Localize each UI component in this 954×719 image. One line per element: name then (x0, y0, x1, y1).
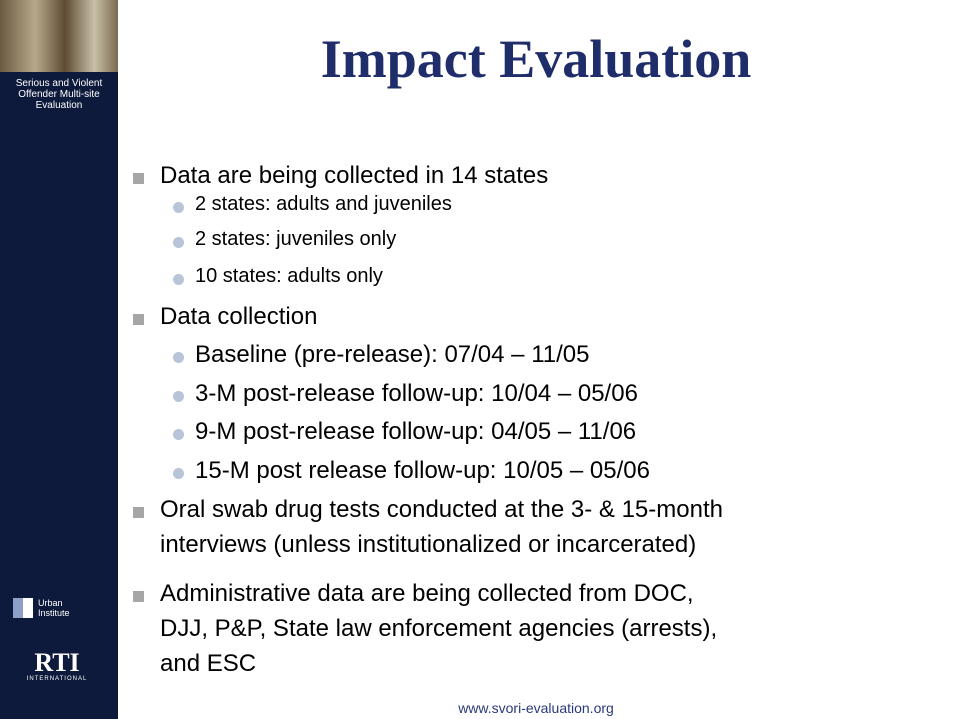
urban-logo-text: Urban Institute (38, 598, 70, 618)
logo-line: INTERNATIONAL (12, 676, 102, 682)
logo-line: RTI (12, 650, 102, 676)
bullet-text: and ESC (160, 650, 256, 678)
sub-bullet-text: 15-M post release follow-up: 10/05 – 05/… (195, 457, 650, 485)
bullet-text: Oral swab drug tests conducted at the 3-… (160, 496, 723, 524)
bullet-marker (133, 591, 144, 602)
sub-bullet-marker (173, 352, 184, 363)
sidebar: Serious and Violent Offender Multi-site … (0, 0, 118, 719)
urban-logo-icon (12, 597, 34, 619)
bullet-text: Data collection (160, 303, 317, 331)
sidebar-caption: Serious and Violent Offender Multi-site … (4, 78, 114, 111)
sub-bullet-marker (173, 202, 184, 213)
bullet-text: interviews (unless institutionalized or … (160, 531, 696, 559)
bullet-marker (133, 173, 144, 184)
bullet-marker (133, 314, 144, 325)
photo (0, 0, 118, 72)
sub-bullet-marker (173, 274, 184, 285)
sub-bullet-marker (173, 391, 184, 402)
bullet-text: Administrative data are being collected … (160, 580, 694, 608)
logo-line: Urban (38, 598, 70, 608)
rti-logo: RTI INTERNATIONAL (12, 650, 102, 682)
sub-bullet-text: 2 states: adults and juveniles (195, 193, 452, 216)
sub-bullet-marker (173, 468, 184, 479)
sub-bullet-marker (173, 237, 184, 248)
sub-bullet-text: 2 states: juveniles only (195, 228, 396, 251)
sub-bullet-marker (173, 429, 184, 440)
bullet-text: Data are being collected in 14 states (160, 162, 548, 190)
title: Impact Evaluation (118, 28, 954, 90)
bullet-marker (133, 507, 144, 518)
sub-bullet-text: 9-M post-release follow-up: 04/05 – 11/0… (195, 418, 636, 446)
slide: Serious and Violent Offender Multi-site … (0, 0, 954, 719)
bullet-text: DJJ, P&P, State law enforcement agencies… (160, 615, 717, 643)
sub-bullet-text: 3-M post-release follow-up: 10/04 – 05/0… (195, 380, 638, 408)
logo-line: Institute (38, 608, 70, 618)
sub-bullet-text: Baseline (pre-release): 07/04 – 11/05 (195, 341, 589, 369)
sub-bullet-text: 10 states: adults only (195, 265, 383, 288)
footer: www.svori-evaluation.org (118, 700, 954, 716)
